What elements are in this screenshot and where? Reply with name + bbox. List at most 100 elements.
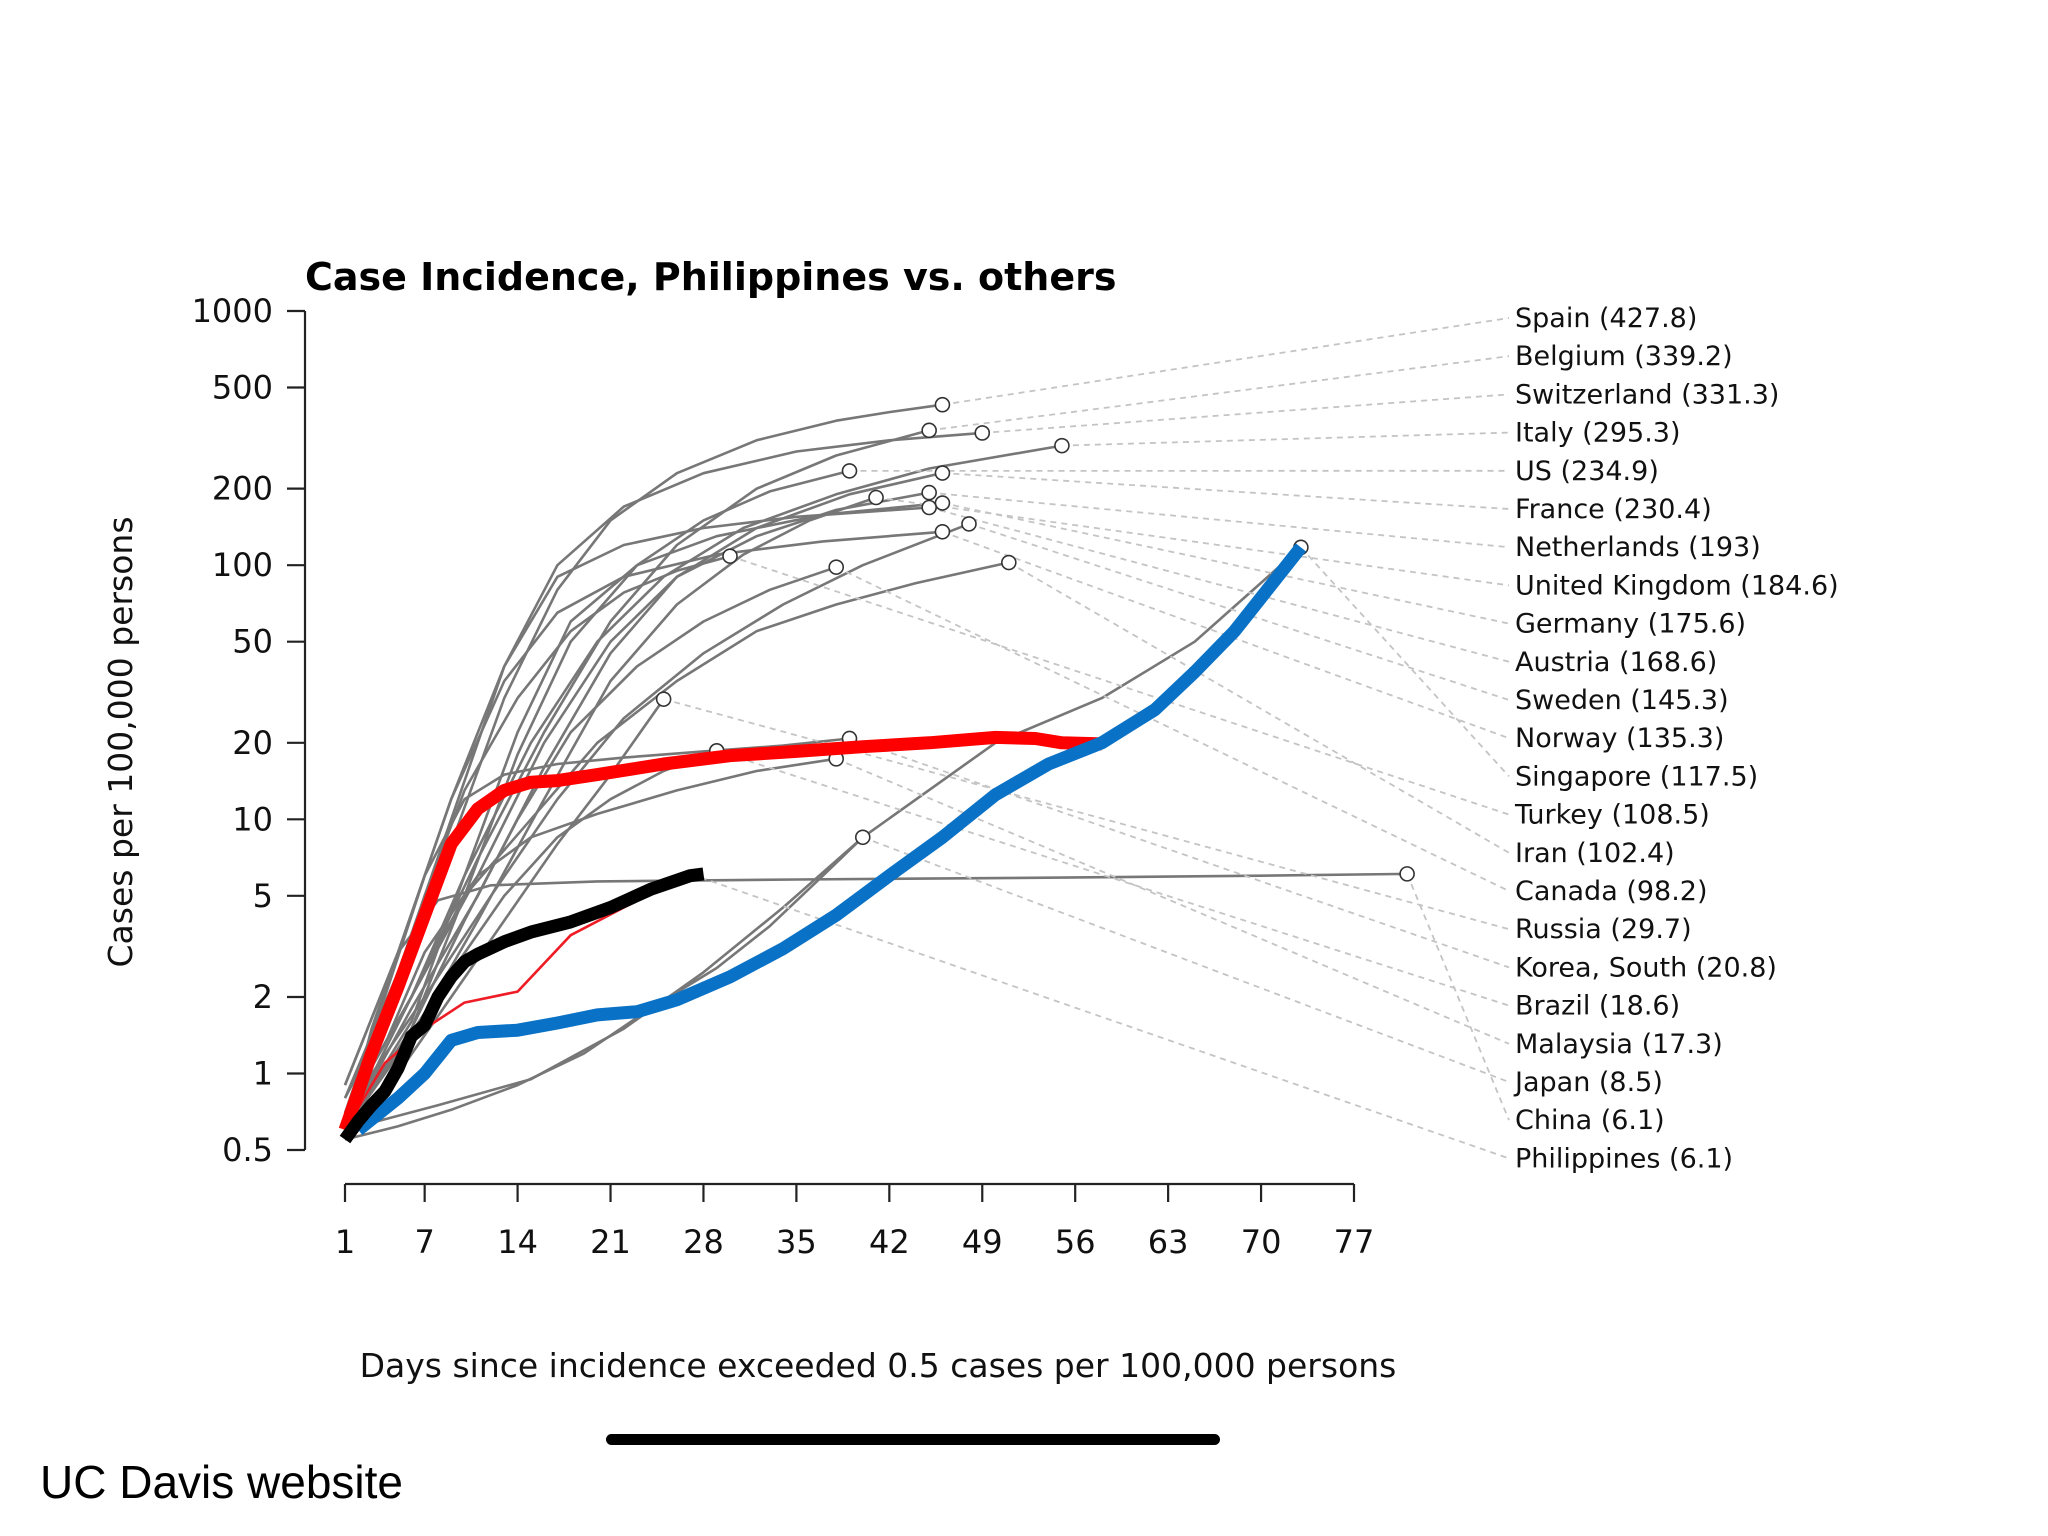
x-tick-label: 56 xyxy=(1055,1223,1096,1261)
legend-label-japan: Japan (8.5) xyxy=(1513,1067,1663,1098)
series-line-italy xyxy=(343,444,1063,1114)
highlight-line-blue xyxy=(354,543,1306,1135)
leader-line-spain xyxy=(942,317,1510,406)
legend-label-austria: Austria (168.6) xyxy=(1515,647,1717,678)
legend-label-malaysia: Malaysia (17.3) xyxy=(1515,1029,1723,1060)
x-axis-title: Days since incidence exceeded 0.5 cases … xyxy=(360,1346,1397,1385)
series-line-china xyxy=(343,872,1408,1131)
endpoint-marker-russia xyxy=(655,691,672,707)
x-tick-label: 63 xyxy=(1148,1223,1189,1261)
leader-line-sweden xyxy=(968,523,1510,701)
legend-label-singapore: Singapore (117.5) xyxy=(1515,761,1758,792)
highlight-line-red xyxy=(338,730,1102,1133)
endpoint-marker-switzerland xyxy=(974,425,991,441)
endpoint-marker-china xyxy=(1399,866,1415,882)
leader-line-brazil xyxy=(716,749,1510,1007)
series-line-singapore xyxy=(344,546,1302,1132)
x-tick-label: 7 xyxy=(414,1223,434,1261)
legend-label-philippines: Philippines (6.1) xyxy=(1515,1143,1733,1174)
series-line-belgium xyxy=(343,429,930,1114)
y-tick-label: 2 xyxy=(253,978,273,1016)
legend-label-norway: Norway (135.3) xyxy=(1515,723,1724,754)
leader-line-japan xyxy=(862,836,1510,1083)
legend-label-switzerland: Switzerland (331.3) xyxy=(1515,379,1779,410)
endpoint-marker-germany xyxy=(934,495,951,511)
series-line-us xyxy=(343,469,850,1131)
y-tick-label: 10 xyxy=(232,800,273,838)
series-line-japan xyxy=(344,836,864,1141)
legend-label-spain: Spain (427.8) xyxy=(1515,303,1697,334)
series-line-malaysia xyxy=(343,757,837,1114)
endpoint-marker-us xyxy=(841,463,858,479)
legend-label-russia: Russia (29.7) xyxy=(1515,914,1692,945)
legend-label-canada: Canada (98.2) xyxy=(1515,876,1708,907)
y-tick-label: 100 xyxy=(212,546,273,584)
endpoint-marker-japan xyxy=(854,829,871,846)
endpoint-marker-austria xyxy=(921,499,937,516)
y-tick-label: 200 xyxy=(212,470,273,508)
leader-line-germany xyxy=(942,502,1510,625)
legend-label-iran: Iran (102.4) xyxy=(1515,838,1675,869)
legend-label-sweden: Sweden (145.3) xyxy=(1515,685,1729,716)
y-tick-label: 20 xyxy=(232,724,273,762)
legend-label-turkey: Turkey (108.5) xyxy=(1514,800,1710,831)
leader-line-malaysia xyxy=(835,757,1510,1045)
leader-line-china xyxy=(1406,873,1510,1121)
series-line-sweden xyxy=(343,522,970,1114)
highlight-line-black xyxy=(339,867,705,1144)
legend-label-china: China (6.1) xyxy=(1515,1105,1665,1136)
leader-line-france xyxy=(942,472,1510,510)
endpoint-marker-netherlands xyxy=(921,484,937,501)
leader-line-netherlands xyxy=(929,491,1510,549)
y-tick-label: 1000 xyxy=(192,292,273,330)
series-line-canada xyxy=(343,565,837,1131)
leader-line-canada xyxy=(835,566,1510,892)
y-tick-label: 1 xyxy=(253,1054,273,1092)
x-tick-label: 49 xyxy=(962,1223,1003,1261)
x-tick-label: 35 xyxy=(776,1223,817,1261)
leader-line-philippines xyxy=(689,873,1510,1160)
series-line-germany xyxy=(343,501,943,1131)
y-tick-label: 0.5 xyxy=(222,1131,273,1169)
leader-line-austria xyxy=(928,506,1510,663)
legend-label-united-kingdom: United Kingdom (184.6) xyxy=(1515,570,1839,601)
x-tick-label: 28 xyxy=(683,1223,724,1261)
leader-line-belgium xyxy=(929,355,1510,432)
y-axis-title: Cases per 100,000 persons xyxy=(101,516,140,967)
axes-group: 0.5 1 2 5 10 20 50 100 200 500 1000 1 7 14 21 28 35 42 49 5… xyxy=(192,292,1375,1261)
endpoint-markers-group xyxy=(655,396,1415,882)
legend-label-korea-south: Korea, South (20.8) xyxy=(1515,952,1777,983)
legend-labels-group: Spain (427.8) Belgium (339.2) Switzerland … xyxy=(1513,303,1839,1174)
leader-line-turkey xyxy=(729,555,1510,816)
y-tick-label: 50 xyxy=(232,623,273,661)
endpoint-marker-spain xyxy=(934,396,951,413)
endpoint-marker-canada xyxy=(828,559,845,575)
leader-line-italy xyxy=(1061,431,1510,447)
leader-line-russia xyxy=(663,698,1510,931)
legend-label-brazil: Brazil (18.6) xyxy=(1515,991,1680,1022)
x-tick-label: 14 xyxy=(497,1223,538,1261)
series-line-france xyxy=(343,471,943,1131)
endpoint-marker-turkey xyxy=(722,548,738,564)
x-tick-label: 42 xyxy=(869,1223,910,1261)
y-tick-label: 5 xyxy=(253,877,273,915)
leader-line-iran xyxy=(1008,561,1510,854)
x-tick-label: 1 xyxy=(335,1223,355,1261)
legend-label-belgium: Belgium (339.2) xyxy=(1515,341,1733,372)
series-line-iran xyxy=(343,561,1010,1131)
endpoint-marker-france xyxy=(934,465,951,481)
endpoint-marker-united-kingdom xyxy=(868,489,884,506)
endpoint-marker-sweden xyxy=(961,516,977,532)
legend-label-italy: Italy (295.3) xyxy=(1515,418,1681,449)
x-tick-label: 70 xyxy=(1241,1223,1282,1261)
leader-line-singapore xyxy=(1300,546,1510,778)
leader-line-korea-south xyxy=(849,737,1510,969)
legend-label-france: France (230.4) xyxy=(1515,494,1712,525)
home-indicator-bar xyxy=(606,1434,1220,1445)
chart-title: Case Incidence, Philippines vs. others xyxy=(305,255,1116,299)
endpoint-marker-norway xyxy=(934,523,951,540)
endpoint-marker-iran xyxy=(1001,554,1017,571)
legend-label-netherlands: Netherlands (193) xyxy=(1515,532,1761,563)
x-tick-label: 21 xyxy=(590,1223,631,1261)
